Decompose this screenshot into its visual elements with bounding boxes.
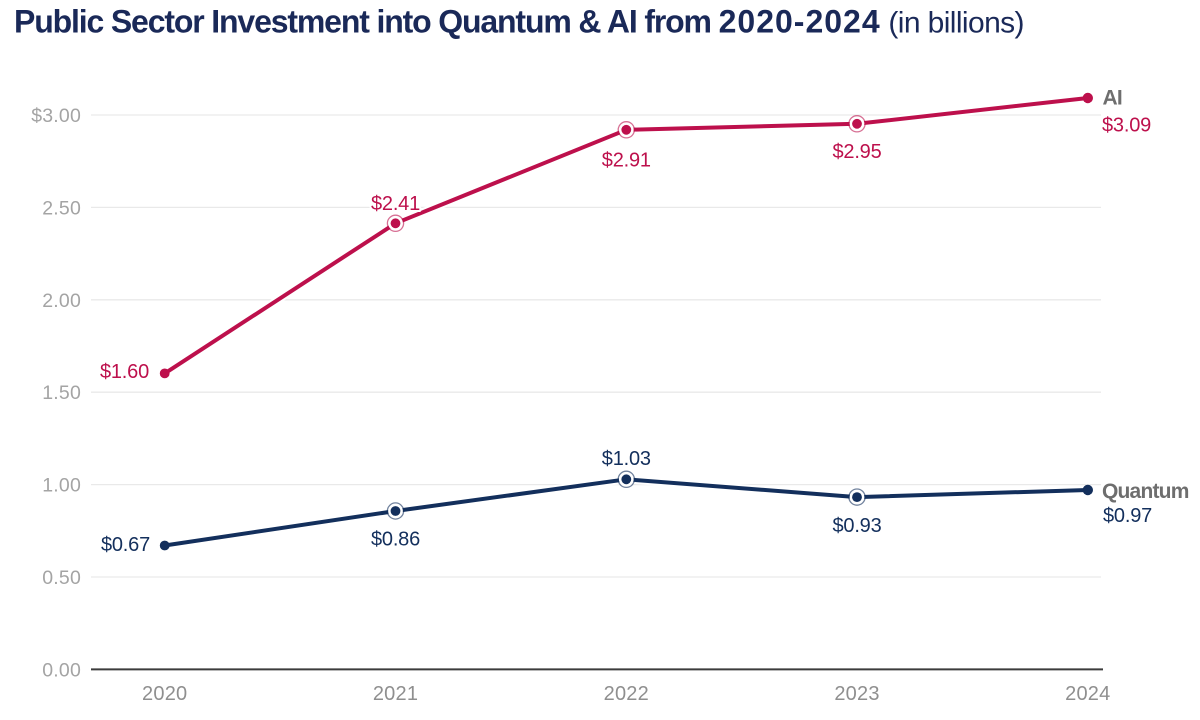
svg-text:$2.41: $2.41	[371, 193, 420, 215]
svg-text:$0.86: $0.86	[371, 529, 420, 551]
svg-text:0.00: 0.00	[42, 659, 81, 681]
svg-text:2021: 2021	[373, 683, 418, 705]
svg-text:2022: 2022	[604, 683, 649, 705]
svg-text:$2.95: $2.95	[832, 141, 881, 163]
svg-text:2023: 2023	[834, 683, 879, 705]
svg-text:0.50: 0.50	[42, 567, 81, 589]
svg-text:2024: 2024	[1065, 683, 1110, 705]
svg-text:$0.67: $0.67	[101, 534, 150, 556]
svg-text:2.00: 2.00	[42, 290, 81, 312]
svg-text:$1.03: $1.03	[602, 448, 651, 470]
svg-text:2.50: 2.50	[42, 197, 81, 219]
svg-text:1.00: 1.00	[42, 475, 81, 497]
svg-text:$3.09: $3.09	[1102, 115, 1151, 137]
svg-text:AI: AI	[1103, 87, 1122, 110]
svg-text:1.50: 1.50	[42, 382, 81, 404]
svg-text:$0.93: $0.93	[832, 515, 881, 537]
svg-text:$3.00: $3.00	[31, 105, 81, 127]
svg-text:Quantum: Quantum	[1102, 480, 1189, 503]
svg-text:2020: 2020	[142, 683, 187, 705]
svg-text:Public Sector Investment into: Public Sector Investment into Quantum & …	[14, 4, 1024, 40]
svg-text:$0.97: $0.97	[1103, 505, 1152, 527]
svg-text:$2.91: $2.91	[602, 150, 651, 172]
svg-text:$1.60: $1.60	[100, 361, 149, 383]
